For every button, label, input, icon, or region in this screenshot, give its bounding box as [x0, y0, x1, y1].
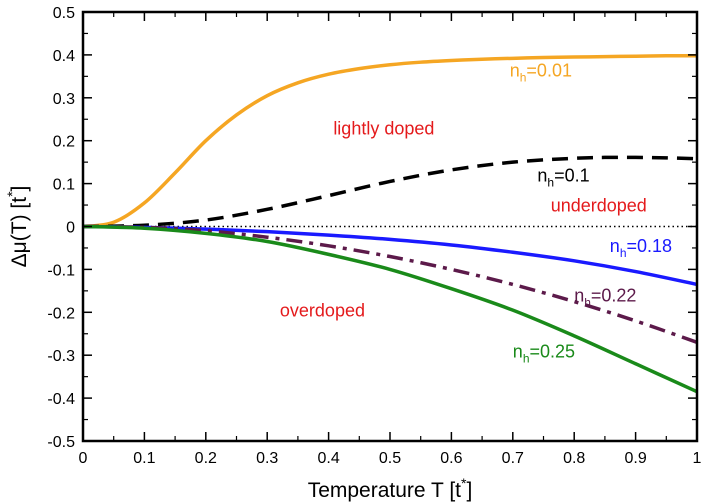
y-tick-label: 0.5 — [53, 5, 75, 22]
x-tick-label: 0.7 — [502, 450, 524, 467]
x-tick-label: 0.8 — [563, 450, 585, 467]
series-label-base: n — [537, 165, 547, 185]
y-axis-title: Δμ(T) [t*] — [4, 186, 31, 268]
series-label-base: n — [610, 236, 620, 256]
series-label-value: =0.01 — [526, 60, 572, 80]
y-tick-label: 0 — [66, 220, 75, 237]
ticks-layer: 0 0.1 0.2 0.3 0.4 0.5 0.6 0.7 0.8 0.9 1 -0.5 -0.4 -0.… — [47, 5, 701, 467]
y-tick-label: -0.1 — [47, 262, 75, 279]
series-layer — [82, 53, 698, 394]
series-label-1: nh=0.01 — [510, 60, 572, 84]
y-tick-label: -0.3 — [47, 348, 75, 365]
x-tick-label: 0.4 — [317, 450, 339, 467]
x-tick-label: 0.6 — [440, 450, 462, 467]
series-line-2 — [82, 155, 698, 229]
series-label-sub: h — [520, 70, 527, 84]
x-tick-label: 1 — [693, 450, 702, 467]
annotation-2: underdoped — [551, 195, 647, 215]
x-axis-title-close: ] — [466, 479, 472, 502]
y-tick-label: 0.3 — [53, 91, 75, 108]
y-axis-title-close: ] — [8, 186, 31, 192]
series-label-value: =0.25 — [530, 341, 576, 361]
series-line-1 — [82, 53, 698, 229]
x-tick-label: 0.2 — [195, 450, 217, 467]
x-tick-label: 0.3 — [256, 450, 278, 467]
y-axis-title-text: Δμ(T) [t — [8, 197, 31, 268]
plot-frame — [81, 10, 699, 443]
series-label-base: n — [574, 286, 584, 306]
series-label-sub: h — [620, 246, 627, 260]
series-label-value: =0.22 — [591, 286, 637, 306]
series-label-2: nh=0.1 — [537, 165, 589, 189]
y-tick-label: -0.4 — [47, 391, 75, 408]
x-tick-label: 0.9 — [624, 450, 646, 467]
x-axis-title: Temperature T [t*] — [308, 475, 473, 502]
y-tick-label: 0.4 — [53, 48, 75, 65]
series-label-5: nh=0.25 — [513, 341, 575, 365]
series-label-3: nh=0.18 — [610, 236, 672, 260]
series-label-4: nh=0.22 — [574, 286, 636, 310]
series-label-base: n — [510, 60, 520, 80]
series-label-sub: h — [584, 296, 591, 310]
labels-layer: nh=0.01nh=0.1nh=0.18nh=0.22nh=0.25lightl… — [280, 60, 672, 365]
y-tick-label: 0.2 — [53, 134, 75, 151]
series-line-5 — [82, 224, 698, 394]
x-axis-title-text: Temperature T [t — [308, 479, 461, 502]
series-line-4 — [82, 224, 698, 344]
series-label-base: n — [513, 341, 523, 361]
annotation-1: lightly doped — [333, 118, 434, 138]
x-tick-label: 0.1 — [133, 450, 155, 467]
series-label-value: =0.18 — [627, 236, 673, 256]
x-tick-label: 0 — [79, 450, 88, 467]
y-tick-label: 0.1 — [53, 177, 75, 194]
y-axis-title-sup: * — [4, 191, 20, 197]
y-tick-label: -0.2 — [47, 305, 75, 322]
x-axis-title-sup: * — [461, 475, 467, 491]
series-label-sub: h — [523, 351, 530, 365]
series-label-sub: h — [547, 175, 554, 189]
series-label-value: =0.1 — [554, 165, 590, 185]
x-tick-label: 0.5 — [379, 450, 401, 467]
annotation-3: overdoped — [280, 301, 365, 321]
y-tick-label: -0.5 — [47, 434, 75, 451]
